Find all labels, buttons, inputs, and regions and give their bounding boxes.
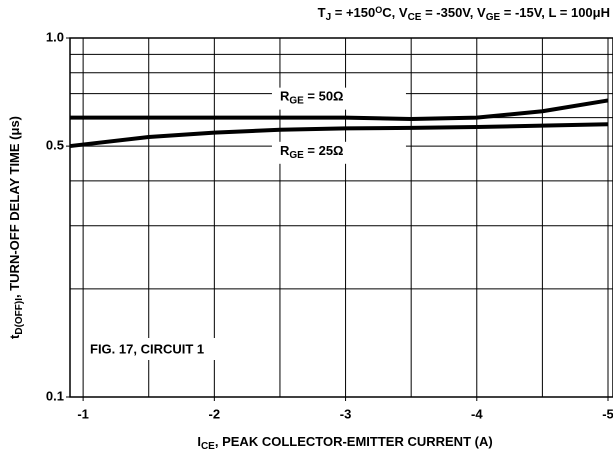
series-line <box>69 122 609 149</box>
x-tick-label: -5 <box>602 406 613 421</box>
chart-title-part: C, V <box>382 5 408 20</box>
series-label: RGE = 50Ω <box>280 89 344 106</box>
y-tick-label: 0.1 <box>46 388 64 403</box>
series-label-part: GE <box>289 149 304 160</box>
chart-title-part: GE <box>486 12 501 23</box>
chart-title-part: O <box>375 5 382 15</box>
x-axis-label: ICE, PEAK COLLECTOR-EMITTER CURRENT (A) <box>197 434 492 451</box>
y-axis-label: tD(OFF)I, TURN-OFF DELAY TIME (μs) <box>7 116 24 339</box>
chart-title-part: = -15V, L = 100μH <box>500 5 610 20</box>
annotation: FIG. 17, CIRCUIT 1 <box>90 341 204 356</box>
x-axis-label-part: CE <box>201 441 215 452</box>
chart-title: TJ = +150OC, VCE = -350V, VGE = -15V, L … <box>318 5 610 23</box>
annotation-bg <box>84 338 236 360</box>
series-label-part: GE <box>289 95 304 106</box>
series-label-part: R <box>280 89 290 104</box>
series-label-part: = 25Ω <box>304 143 344 158</box>
y-tick-label: 1.0 <box>46 29 64 44</box>
plot-frame <box>69 37 613 398</box>
series-label: RGE = 25Ω <box>280 143 344 160</box>
series-label-part: = 50Ω <box>304 89 344 104</box>
series-line <box>70 98 609 121</box>
y-axis-label-part: D(OFF)I <box>14 298 25 335</box>
chart-title-part: J <box>326 12 332 23</box>
y-tick-label: 0.5 <box>46 138 64 153</box>
x-tick-label: -3 <box>340 406 352 421</box>
chart-title-part: CE <box>408 12 422 23</box>
chart-title-part: T <box>318 5 326 20</box>
x-tick-label: -1 <box>77 406 89 421</box>
label-bg <box>271 141 406 164</box>
x-tick-label: -4 <box>471 406 483 421</box>
x-axis-label-part: , PEAK COLLECTOR-EMITTER CURRENT (A) <box>215 434 493 449</box>
label-bg <box>271 87 406 110</box>
chart-title-part: = -350V, V <box>421 5 486 20</box>
chart-title-part: = +150 <box>331 5 375 20</box>
series-label-part: R <box>280 143 290 158</box>
x-axis-label-part: I <box>197 434 201 449</box>
y-axis-label-part: , TURN-OFF DELAY TIME (μs) <box>7 116 22 298</box>
y-axis-label-part: t <box>7 334 22 339</box>
x-tick-label: -2 <box>209 406 221 421</box>
